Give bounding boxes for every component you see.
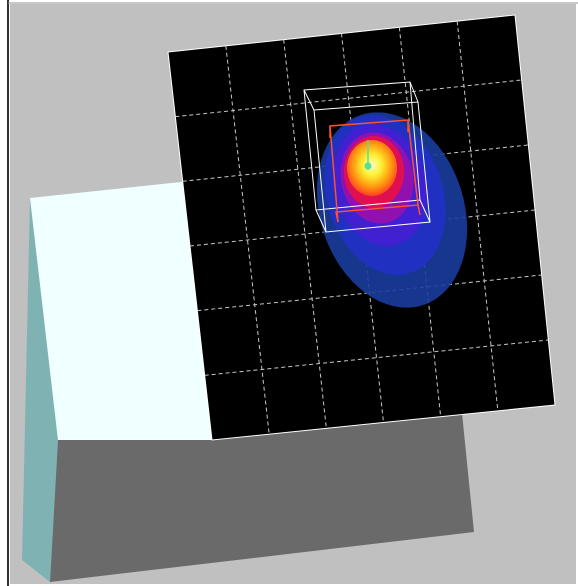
wire-edge: [419, 199, 431, 223]
wire-edge: [303, 89, 315, 111]
wireframe: [303, 81, 431, 233]
grid-line: [204, 339, 549, 376]
red-frame: [329, 119, 421, 223]
box-side: [22, 198, 58, 582]
plane-grid: [175, 21, 549, 435]
grid-line: [341, 33, 384, 423]
grid-line: [182, 144, 529, 182]
marker: [364, 162, 372, 170]
red-edge: [407, 119, 419, 206]
grid-line: [189, 209, 536, 247]
wire-edge: [409, 81, 419, 103]
red-edge: [329, 125, 339, 223]
box-front: [50, 413, 474, 582]
heat-core: [347, 140, 397, 196]
heat-map: [316, 112, 468, 308]
grid-line: [456, 21, 499, 411]
wire-edge: [315, 209, 327, 233]
grid-line: [398, 27, 442, 417]
box-top: [30, 180, 212, 440]
